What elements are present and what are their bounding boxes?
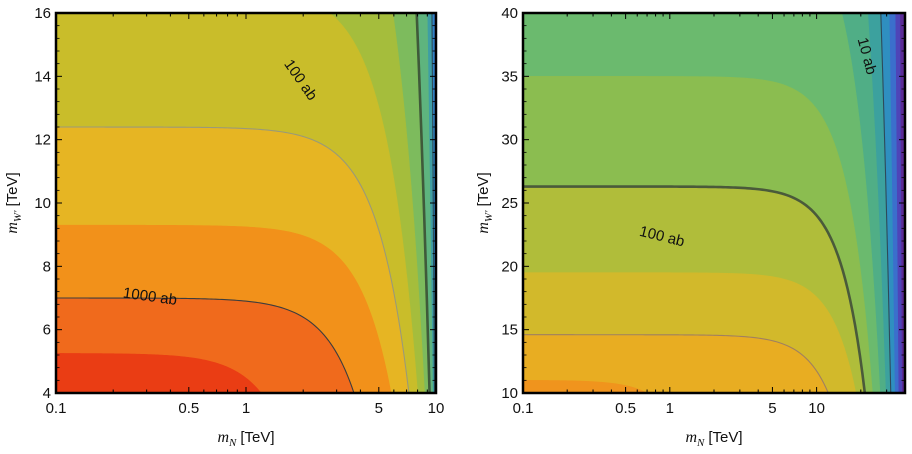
x-tick-label: 0.1 — [46, 400, 67, 417]
y-tick-label: 8 — [43, 258, 51, 275]
contour-band — [523, 380, 648, 393]
x-tick-label: 1 — [242, 400, 250, 417]
x-tick-label: 1 — [666, 400, 674, 417]
y-tick-label: 10 — [501, 385, 518, 402]
right-y-axis-label: mW′[TeV] — [475, 172, 495, 233]
y-tick-label: 20 — [501, 258, 518, 275]
left-x-axis-label: mN [TeV] — [217, 429, 274, 449]
right-contour-lines — [523, 13, 892, 393]
x-tick-label: 5 — [768, 400, 776, 417]
x-tick-label: 0.5 — [178, 400, 199, 417]
contour-line — [56, 126, 410, 393]
right-y-ticks: 10 15 20 25 30 35 40 — [501, 5, 905, 402]
y-tick-label: 14 — [34, 68, 51, 85]
y-tick-label: 30 — [501, 132, 518, 149]
x-tick-label: 0.5 — [615, 400, 636, 417]
contour-band — [56, 353, 262, 393]
y-tick-label: 4 — [43, 385, 51, 402]
y-tick-label: 25 — [501, 195, 518, 212]
left-x-ticks: 0.1 0.5 1 5 10 — [46, 13, 445, 417]
left-contour-lines — [56, 13, 436, 393]
left-contour-bands — [56, 13, 436, 393]
y-tick-label: 12 — [34, 132, 51, 149]
right-contour-bands — [523, 13, 905, 393]
x-tick-label: 10 — [428, 400, 445, 417]
y-tick-label: 10 — [34, 195, 51, 212]
x-tick-label: 10 — [808, 400, 825, 417]
right-x-axis-label: mN [TeV] — [685, 429, 742, 449]
x-tick-label: 0.1 — [513, 400, 534, 417]
left-y-ticks: 4 6 8 10 12 14 16 — [34, 5, 436, 402]
y-tick-label: 15 — [501, 322, 518, 339]
left-y-axis-label: mW′[TeV] — [4, 172, 24, 233]
contour-line — [56, 297, 355, 393]
right-x-ticks: 0.1 0.5 1 5 10 — [513, 13, 906, 417]
y-tick-label: 35 — [501, 68, 518, 85]
y-tick-label: 6 — [43, 322, 51, 339]
y-tick-label: 40 — [501, 5, 518, 22]
contour-line — [523, 334, 829, 393]
y-tick-label: 16 — [34, 5, 51, 22]
x-tick-label: 5 — [375, 400, 383, 417]
contour-line-thick — [523, 185, 867, 393]
